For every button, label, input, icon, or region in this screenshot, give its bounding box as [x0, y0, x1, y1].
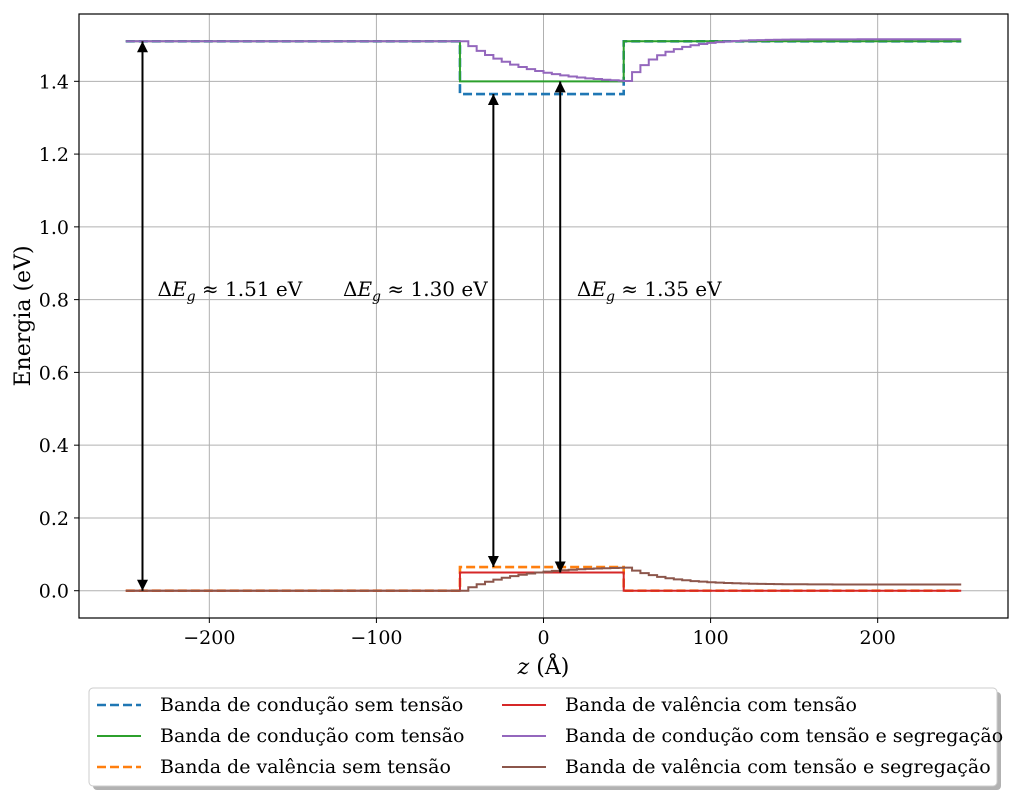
- legend-label-1: Banda de condução sem tensão: [160, 694, 463, 716]
- y-tick-label-1: 0.2: [39, 508, 69, 530]
- series-line-6: [125, 566, 962, 592]
- y-axis-label: Energia (eV): [11, 245, 36, 386]
- y-tick-label-2: 0.4: [39, 435, 69, 457]
- legend-label-6: Banda de valência com tensão e segregaçã…: [565, 756, 991, 778]
- y-tick-label-5: 1.0: [39, 217, 69, 239]
- x-tick-label-1: −100: [350, 627, 402, 649]
- x-tick-label-2: 0: [537, 627, 549, 649]
- x-axis-label: z (Å): [517, 652, 570, 680]
- grid: [79, 14, 1008, 618]
- y-tick-label-0: 0.0: [39, 581, 69, 603]
- legend-label-2: Banda de condução com tensão: [160, 725, 464, 747]
- y-tick-label-6: 1.2: [39, 144, 69, 166]
- x-tick-label-4: 200: [860, 627, 896, 649]
- annotation-label-2: ΔEg ≈ 1.30 eV: [343, 277, 488, 305]
- legend: Banda de condução sem tensão Banda de con…: [88, 687, 1003, 790]
- annotation-label-3: ΔEg ≈ 1.35 eV: [577, 277, 722, 305]
- legend-label-3: Banda de valência sem tensão: [160, 756, 451, 778]
- series-line-5: [125, 38, 962, 83]
- x-tick-label-3: 100: [692, 627, 728, 649]
- legend-label-4: Banda de valência com tensão: [565, 694, 857, 716]
- series-group: [125, 38, 962, 593]
- annotation-label-1: ΔEg ≈ 1.51 eV: [158, 277, 303, 305]
- x-tick-label-0: −200: [183, 627, 235, 649]
- legend-label-5: Banda de condução com tensão e segregaçã…: [565, 725, 1003, 747]
- y-tick-label-3: 0.6: [39, 362, 69, 384]
- y-tick-label-7: 1.4: [39, 71, 69, 93]
- y-tick-label-4: 0.8: [39, 290, 69, 312]
